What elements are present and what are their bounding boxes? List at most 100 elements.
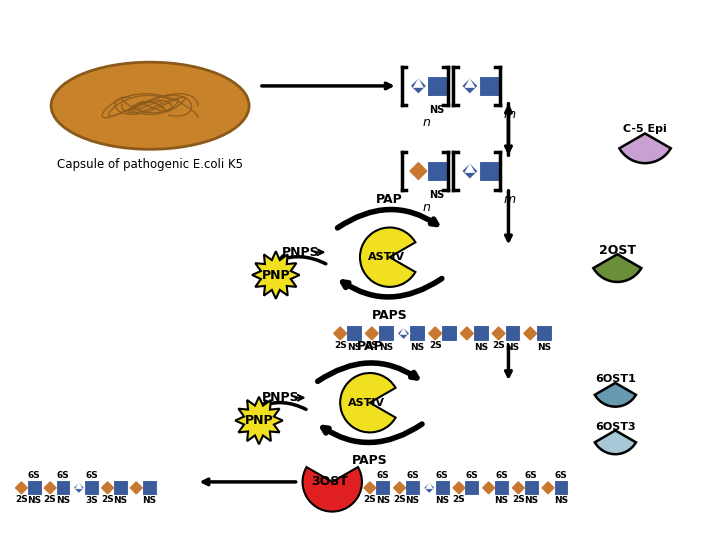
Polygon shape bbox=[542, 482, 554, 494]
Bar bbox=[427, 161, 447, 181]
Text: 6OST3: 6OST3 bbox=[595, 422, 635, 432]
Text: 2OST: 2OST bbox=[599, 243, 636, 257]
Text: 2S: 2S bbox=[453, 495, 466, 504]
Bar bbox=[141, 480, 156, 495]
Polygon shape bbox=[453, 482, 465, 494]
Text: 6S: 6S bbox=[406, 471, 419, 480]
Polygon shape bbox=[410, 77, 427, 94]
Polygon shape bbox=[461, 77, 478, 94]
Bar bbox=[464, 480, 479, 495]
Text: 6S: 6S bbox=[466, 471, 478, 480]
Text: NS: NS bbox=[435, 496, 449, 505]
Polygon shape bbox=[413, 79, 423, 87]
Text: 3S: 3S bbox=[85, 496, 98, 505]
Polygon shape bbox=[101, 482, 114, 494]
Text: m: m bbox=[503, 108, 516, 121]
Wedge shape bbox=[595, 431, 636, 454]
Text: NS: NS bbox=[495, 496, 508, 505]
Text: PNPS: PNPS bbox=[262, 391, 300, 404]
Polygon shape bbox=[465, 164, 475, 173]
Bar bbox=[479, 76, 498, 96]
Wedge shape bbox=[593, 254, 641, 282]
Bar bbox=[346, 326, 362, 341]
Bar bbox=[494, 480, 509, 495]
Text: 2S: 2S bbox=[15, 495, 28, 504]
Text: NS: NS bbox=[537, 343, 551, 352]
Bar bbox=[524, 480, 538, 495]
Polygon shape bbox=[76, 483, 82, 489]
Polygon shape bbox=[513, 482, 524, 494]
Text: NS: NS bbox=[114, 496, 128, 505]
Polygon shape bbox=[423, 482, 436, 494]
Bar bbox=[505, 326, 521, 341]
Text: 6S: 6S bbox=[495, 471, 508, 480]
Text: 3OST: 3OST bbox=[311, 475, 348, 489]
Text: Capsule of pathogenic E.coli K5: Capsule of pathogenic E.coli K5 bbox=[57, 158, 243, 171]
Wedge shape bbox=[340, 373, 396, 432]
Bar bbox=[553, 480, 568, 495]
Polygon shape bbox=[16, 482, 27, 494]
Text: 6S: 6S bbox=[525, 471, 538, 480]
Text: 6S: 6S bbox=[555, 471, 568, 480]
Ellipse shape bbox=[51, 62, 249, 149]
Text: NS: NS bbox=[524, 496, 538, 505]
Bar bbox=[84, 480, 99, 495]
Text: PAP: PAP bbox=[376, 193, 403, 206]
Text: 2S: 2S bbox=[363, 495, 376, 504]
Text: 2S: 2S bbox=[492, 341, 505, 351]
Text: NS: NS bbox=[347, 343, 361, 352]
Text: NS: NS bbox=[473, 343, 488, 352]
Text: NS: NS bbox=[411, 343, 424, 352]
Polygon shape bbox=[483, 482, 495, 494]
Text: 2S: 2S bbox=[393, 495, 406, 504]
Wedge shape bbox=[303, 467, 362, 512]
Polygon shape bbox=[252, 251, 300, 299]
Text: NS: NS bbox=[376, 496, 390, 505]
Bar bbox=[56, 480, 71, 495]
Bar bbox=[405, 480, 420, 495]
Text: PNPS: PNPS bbox=[282, 246, 319, 259]
Text: 2S: 2S bbox=[512, 495, 525, 504]
Polygon shape bbox=[73, 482, 85, 494]
Wedge shape bbox=[619, 134, 670, 163]
Polygon shape bbox=[397, 327, 410, 340]
Text: 6S: 6S bbox=[376, 471, 389, 480]
Text: PAP: PAP bbox=[356, 340, 383, 353]
Text: 6S: 6S bbox=[28, 471, 41, 480]
Text: n: n bbox=[423, 201, 431, 214]
Text: C-5 Epi: C-5 Epi bbox=[623, 124, 667, 134]
Polygon shape bbox=[426, 483, 433, 489]
Bar bbox=[479, 161, 498, 181]
Text: PNP: PNP bbox=[261, 268, 290, 282]
Text: n: n bbox=[423, 115, 431, 129]
Text: 2S: 2S bbox=[101, 495, 114, 504]
Bar bbox=[427, 76, 447, 96]
Bar bbox=[113, 480, 128, 495]
Text: 6OST1: 6OST1 bbox=[595, 374, 635, 384]
Text: 6S: 6S bbox=[85, 471, 98, 480]
Polygon shape bbox=[429, 327, 442, 340]
Text: m: m bbox=[503, 193, 516, 206]
Bar bbox=[435, 480, 450, 495]
Bar bbox=[441, 326, 457, 341]
Polygon shape bbox=[364, 482, 376, 494]
Text: 6S: 6S bbox=[436, 471, 448, 480]
Text: NS: NS bbox=[27, 496, 41, 505]
Polygon shape bbox=[524, 327, 537, 340]
Polygon shape bbox=[410, 163, 427, 179]
Text: NS: NS bbox=[406, 496, 420, 505]
Wedge shape bbox=[595, 383, 636, 407]
Text: ASTIV: ASTIV bbox=[368, 252, 406, 262]
Bar bbox=[378, 326, 393, 341]
Bar bbox=[536, 326, 552, 341]
Bar bbox=[409, 326, 426, 341]
Polygon shape bbox=[461, 163, 478, 179]
Text: 2S: 2S bbox=[366, 341, 378, 351]
Polygon shape bbox=[235, 397, 283, 444]
Text: NS: NS bbox=[430, 105, 445, 115]
Polygon shape bbox=[461, 327, 473, 340]
Text: ASTIV: ASTIV bbox=[348, 397, 386, 408]
Polygon shape bbox=[333, 327, 346, 340]
Polygon shape bbox=[44, 482, 56, 494]
Text: NS: NS bbox=[56, 496, 70, 505]
